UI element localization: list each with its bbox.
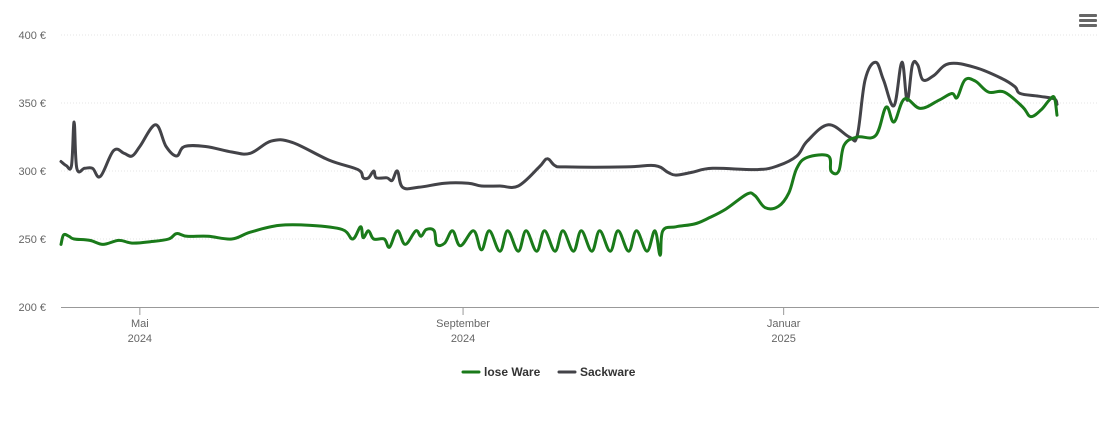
y-tick-label: 200 € <box>18 302 46 314</box>
y-tick-label: 250 € <box>18 234 46 246</box>
y-tick-label: 350 € <box>18 98 46 110</box>
menu-bar <box>1079 19 1097 22</box>
y-axis: 200 € 250 € 300 € 350 € 400 € <box>18 30 46 314</box>
y-tick-label: 400 € <box>18 30 46 42</box>
x-tick-year-label: 2024 <box>451 333 475 345</box>
series-line-lose-ware[interactable] <box>59 76 1059 257</box>
x-tick-year-label: 2024 <box>128 333 152 345</box>
legend: lose Ware Sackware <box>461 365 636 379</box>
legend-label: lose Ware <box>484 365 541 379</box>
x-tick-label: September <box>436 318 490 330</box>
menu-bar <box>1079 24 1097 27</box>
grid-lines <box>61 34 1099 240</box>
series-layer <box>59 59 1059 257</box>
x-axis: Mai 2024 September 2024 Januar 2025 <box>61 307 1099 345</box>
legend-item-sackware[interactable]: Sackware <box>557 365 636 379</box>
x-tick-label: Mai <box>131 318 149 330</box>
legend-label: Sackware <box>580 365 636 379</box>
menu-bar <box>1079 14 1097 17</box>
x-tick-year-label: 2025 <box>771 333 795 345</box>
x-tick-label: Januar <box>767 318 801 330</box>
hamburger-menu-icon[interactable] <box>1078 12 1098 32</box>
series-line-sackware[interactable] <box>59 59 1059 191</box>
legend-item-lose-ware[interactable]: lose Ware <box>461 365 541 379</box>
y-tick-label: 300 € <box>18 166 46 178</box>
